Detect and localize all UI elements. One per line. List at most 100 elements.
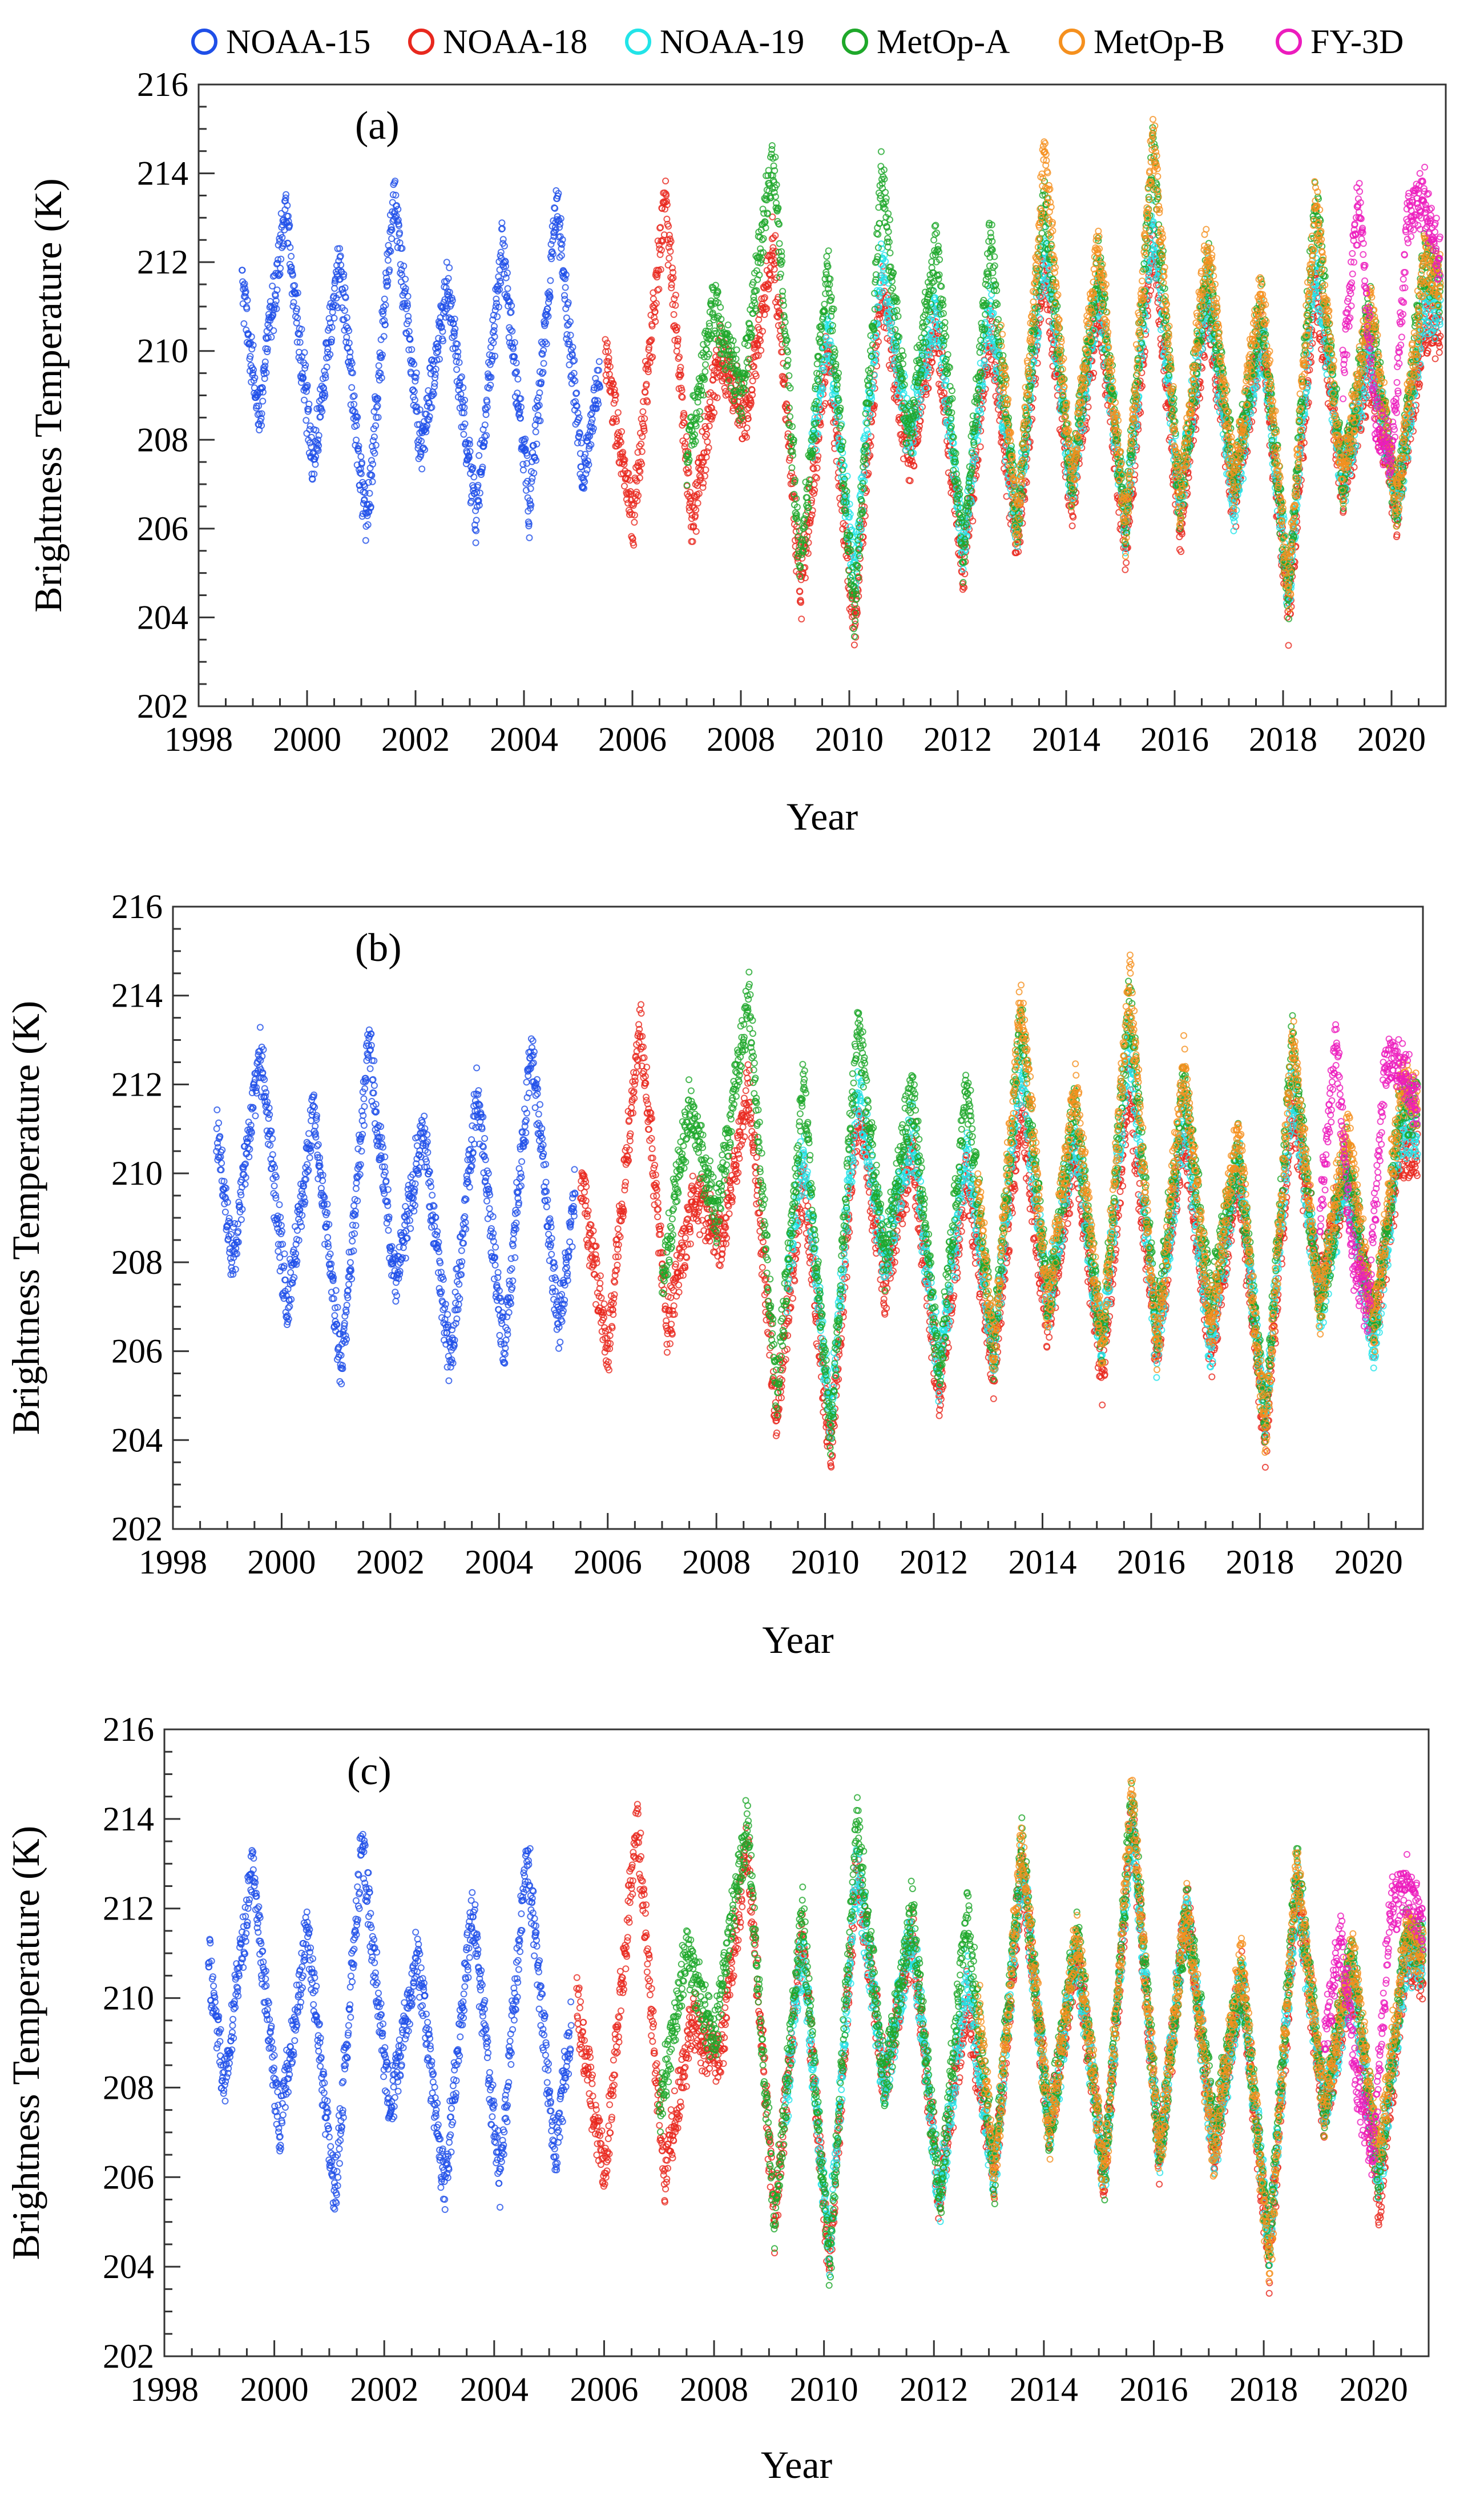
legend-item-metop-a: MetOp-A [842, 23, 1010, 61]
data-point [648, 355, 655, 361]
data-point [243, 305, 251, 312]
data-point [663, 198, 670, 205]
data-point [294, 289, 301, 297]
data-point [638, 448, 646, 455]
data-point [378, 374, 385, 381]
data-point [349, 393, 357, 400]
data-point [914, 437, 922, 444]
data-point [374, 395, 382, 403]
data-point [411, 396, 418, 404]
data-point [567, 318, 574, 325]
data-point [674, 324, 681, 331]
data-point [612, 391, 619, 399]
data-point [368, 472, 376, 479]
data-point [674, 335, 681, 343]
data-point [491, 352, 499, 360]
data-point [644, 368, 652, 376]
data-point [681, 443, 688, 450]
data-point [283, 191, 290, 198]
data-point [513, 368, 521, 376]
data-point [442, 284, 450, 291]
data-point [760, 295, 768, 303]
data-point [713, 394, 721, 401]
data-point [873, 342, 880, 349]
data-point [1090, 369, 1098, 377]
data-point [576, 450, 584, 457]
data-point [268, 333, 275, 341]
data-point [316, 413, 324, 421]
data-point [551, 204, 558, 211]
data-point [382, 301, 389, 309]
data-point [640, 425, 648, 432]
data-point [709, 413, 716, 420]
data-point [514, 389, 521, 397]
data-point [587, 411, 594, 418]
data-point [649, 353, 656, 361]
data-point [288, 252, 295, 260]
data-point [345, 339, 353, 347]
data-point [461, 396, 469, 404]
data-point [321, 389, 328, 397]
data-point [547, 277, 554, 284]
data-point [261, 366, 268, 373]
data-point [475, 497, 482, 504]
data-point [405, 313, 412, 320]
data-point [437, 314, 444, 321]
data-point [562, 271, 570, 279]
data-point [294, 314, 301, 321]
data-point [809, 458, 817, 465]
data-point [476, 489, 483, 497]
data-point [644, 365, 652, 373]
data-point [716, 360, 723, 368]
data-point [282, 194, 289, 202]
data-point [288, 267, 296, 275]
data-point [571, 357, 578, 364]
data-point [353, 436, 360, 444]
data-point [615, 429, 622, 436]
data-point [677, 364, 684, 371]
data-point [331, 285, 338, 292]
data-point [278, 244, 285, 251]
data-point [264, 348, 271, 356]
data-point [538, 379, 545, 386]
data-point [706, 399, 713, 405]
data-point [781, 381, 788, 388]
data-point [595, 358, 603, 365]
data-point [969, 517, 977, 525]
data-point [259, 397, 267, 405]
data-point [502, 263, 510, 270]
data-point [810, 490, 817, 497]
data-point [606, 363, 614, 370]
legend-item-fy-3d: FY-3D [1276, 23, 1404, 61]
data-point [640, 398, 647, 405]
data-point [417, 451, 425, 458]
data-point [350, 392, 358, 400]
data-point [432, 374, 439, 381]
data-point [594, 397, 602, 404]
data-point [787, 472, 794, 480]
data-point [325, 315, 333, 322]
data-point [668, 275, 676, 283]
data-point [380, 303, 388, 311]
data-point [572, 398, 579, 405]
data-point [765, 285, 772, 293]
data-point [384, 281, 391, 289]
data-point [387, 248, 394, 255]
data-point [541, 322, 549, 329]
data-point [747, 400, 755, 407]
data-point [541, 339, 549, 345]
data-point [473, 527, 480, 534]
data-point [326, 319, 334, 327]
data-point [527, 485, 534, 492]
data-point [929, 359, 936, 366]
data-point [310, 470, 318, 478]
data-point [538, 370, 546, 377]
data-point [357, 453, 365, 460]
data-point [497, 279, 505, 287]
data-point [711, 409, 718, 416]
data-point [700, 480, 707, 487]
data-point [925, 385, 932, 392]
data-point [466, 436, 473, 444]
data-point [273, 305, 280, 312]
